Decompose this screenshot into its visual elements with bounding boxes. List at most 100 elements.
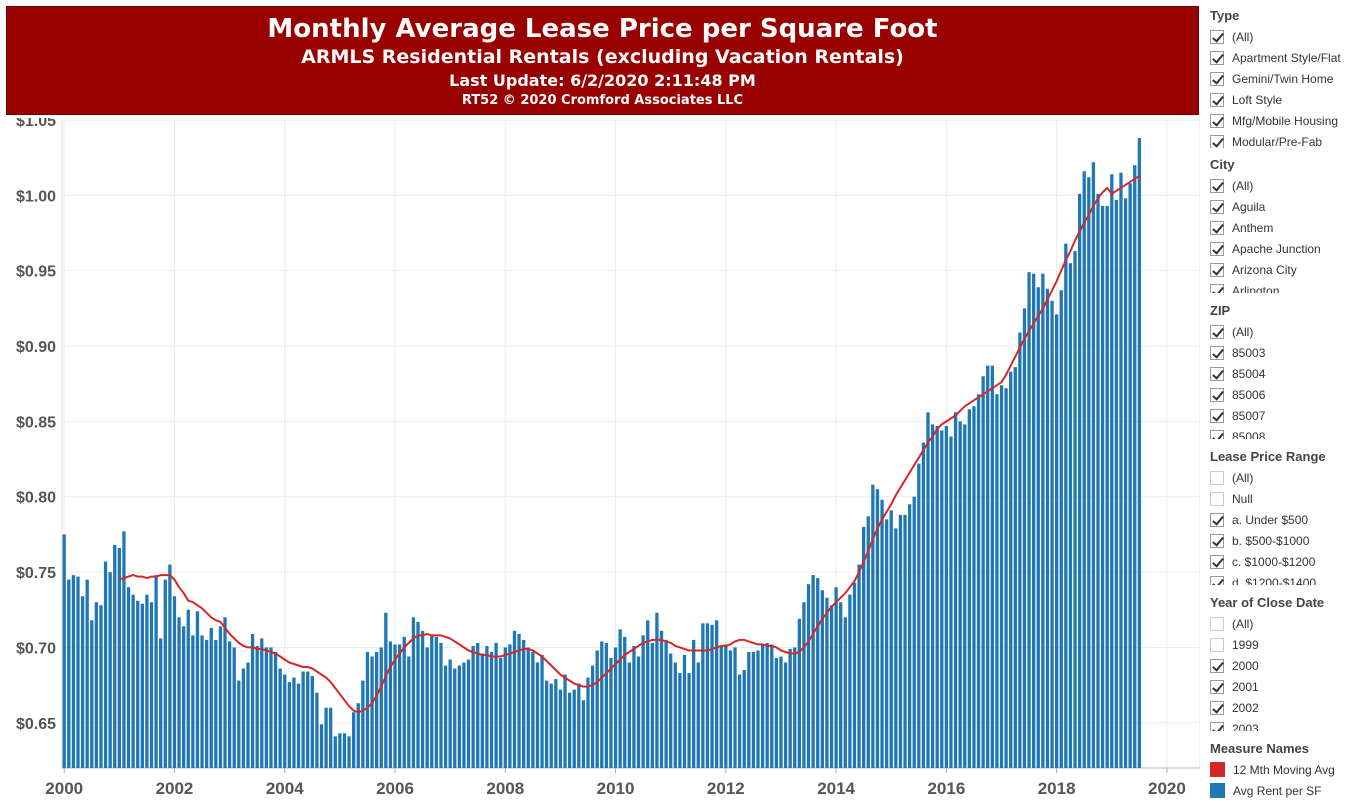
filter-item-label: 2001 [1232, 679, 1259, 694]
bar-avg-rent-per-sf [949, 436, 953, 768]
filter-item-label: Arlington [1232, 283, 1280, 294]
filter-lease-item[interactable]: Null [1210, 488, 1360, 509]
filter-city-item[interactable]: Arizona City [1210, 259, 1360, 280]
filter-type-item[interactable]: Gemini/Twin Home [1210, 68, 1360, 89]
unchecked-checkbox-icon[interactable] [1210, 637, 1224, 652]
bar-avg-rent-per-sf [1087, 177, 1091, 768]
filter-item-label: Aguila [1232, 199, 1266, 214]
bar-avg-rent-per-sf [407, 656, 411, 768]
bar-avg-rent-per-sf [884, 519, 889, 768]
filter-year-item[interactable]: 2002 [1210, 697, 1360, 718]
bar-avg-rent-per-sf [1032, 273, 1036, 768]
filter-city-item[interactable]: Aguila [1210, 196, 1360, 217]
checked-checkbox-icon[interactable] [1210, 113, 1224, 128]
checked-checkbox-icon[interactable] [1210, 283, 1224, 293]
bar-avg-rent-per-sf [728, 650, 733, 768]
filter-zip-item[interactable]: 85003 [1210, 342, 1360, 363]
unchecked-checkbox-icon[interactable] [1210, 491, 1224, 506]
filter-zip-item[interactable]: 85008 [1210, 426, 1360, 439]
filter-type-item[interactable]: (All) [1210, 26, 1360, 47]
checked-checkbox-icon[interactable] [1210, 658, 1224, 673]
filter-year-item[interactable]: 2001 [1210, 676, 1360, 697]
y-tick-label: $0.75 [16, 565, 56, 582]
checked-checkbox-icon[interactable] [1210, 199, 1224, 214]
filter-lease-item[interactable]: d. $1200-$1400 [1210, 572, 1360, 585]
checked-checkbox-icon[interactable] [1210, 575, 1224, 585]
filter-year-item[interactable]: 1999 [1210, 634, 1360, 655]
filter-zip-item[interactable]: 85004 [1210, 363, 1360, 384]
bar-avg-rent-per-sf [379, 647, 383, 768]
checked-checkbox-icon[interactable] [1210, 408, 1224, 423]
bar-avg-rent-per-sf [1114, 199, 1119, 769]
filter-lease-item[interactable]: a. Under $500 [1210, 509, 1360, 530]
checked-checkbox-icon[interactable] [1210, 679, 1224, 694]
filter-panel: Type (All) Apartment Style/Flat Gemini/Twi… [1204, 0, 1365, 809]
bar-avg-rent-per-sf [250, 633, 255, 768]
bar-avg-rent-per-sf [416, 621, 420, 768]
checked-checkbox-icon[interactable] [1210, 512, 1224, 527]
bar-avg-rent-per-sf [829, 605, 834, 768]
filter-zip-item[interactable]: 85007 [1210, 405, 1360, 426]
checked-checkbox-icon[interactable] [1210, 50, 1224, 65]
filter-type-item[interactable]: Modular/Pre-Fab [1210, 131, 1360, 148]
bar-avg-rent-per-sf [241, 668, 246, 768]
checked-checkbox-icon[interactable] [1210, 262, 1224, 277]
bar-avg-rent-per-sf [94, 602, 99, 768]
filter-year-item[interactable]: 2000 [1210, 655, 1360, 676]
filter-type-item[interactable]: Apartment Style/Flat [1210, 47, 1360, 68]
lease-price-chart[interactable]: $0.65 $0.70 $0.75 $0.80 $0.85 $0.90 $0.95 $1.00… [0, 118, 1200, 809]
bar-avg-rent-per-sf [669, 653, 673, 768]
unchecked-checkbox-icon[interactable] [1210, 616, 1224, 631]
checked-checkbox-icon[interactable] [1210, 533, 1224, 548]
checked-checkbox-icon[interactable] [1210, 220, 1224, 235]
filter-city-item[interactable]: (All) [1210, 175, 1360, 196]
filter-lease-item[interactable]: c. $1000-$1200 [1210, 551, 1360, 572]
filter-type-item[interactable]: Loft Style [1210, 89, 1360, 110]
checked-checkbox-icon[interactable] [1210, 345, 1224, 360]
checked-checkbox-icon[interactable] [1210, 554, 1224, 569]
filter-lease-item[interactable]: (All) [1210, 467, 1360, 488]
filter-year-item[interactable]: (All) [1210, 613, 1360, 634]
bar-avg-rent-per-sf [1133, 165, 1137, 769]
checked-checkbox-icon[interactable] [1210, 700, 1224, 715]
x-tick-label: 2010 [597, 779, 635, 798]
bar-avg-rent-per-sf [232, 647, 236, 768]
bar-avg-rent-per-sf [1064, 243, 1068, 768]
bar-avg-rent-per-sf [67, 579, 71, 768]
bar-avg-rent-per-sf [434, 636, 439, 768]
filter-city-item[interactable]: Arlington [1210, 280, 1360, 293]
bar-avg-rent-per-sf [182, 626, 186, 768]
checked-checkbox-icon[interactable] [1210, 29, 1224, 44]
checked-checkbox-icon[interactable] [1210, 366, 1224, 381]
y-tick-label: $0.70 [16, 640, 56, 657]
filter-lease-item[interactable]: b. $500-$1000 [1210, 530, 1360, 551]
bar-avg-rent-per-sf [558, 689, 563, 768]
filter-zip-item[interactable]: (All) [1210, 321, 1360, 342]
bar-avg-rent-per-sf [126, 587, 131, 768]
checked-checkbox-icon[interactable] [1210, 324, 1224, 339]
filter-year-item[interactable]: 2003 [1210, 718, 1360, 731]
legend-item-moving-avg[interactable]: 12 Mth Moving Avg [1210, 759, 1360, 780]
filter-zip-item[interactable]: 85006 [1210, 384, 1360, 405]
unchecked-checkbox-icon[interactable] [1210, 470, 1224, 485]
checked-checkbox-icon[interactable] [1210, 387, 1224, 402]
checked-checkbox-icon[interactable] [1210, 134, 1224, 148]
bar-avg-rent-per-sf [462, 662, 466, 768]
filter-city-item[interactable]: Anthem [1210, 217, 1360, 238]
bar-avg-rent-per-sf [567, 692, 572, 768]
filter-type-item[interactable]: Mfg/Mobile Housing [1210, 110, 1360, 131]
checked-checkbox-icon[interactable] [1210, 178, 1224, 193]
checked-checkbox-icon[interactable] [1210, 241, 1224, 256]
checked-checkbox-icon[interactable] [1210, 71, 1224, 86]
bar-avg-rent-per-sf [1096, 193, 1100, 768]
checked-checkbox-icon[interactable] [1210, 721, 1224, 731]
x-tick-label: 2004 [266, 779, 304, 798]
filter-item-label: Mfg/Mobile Housing [1232, 113, 1339, 128]
filter-item-label: b. $500-$1000 [1232, 533, 1310, 548]
filter-city-item[interactable]: Apache Junction [1210, 238, 1360, 259]
checked-checkbox-icon[interactable] [1210, 429, 1224, 439]
y-tick-label: $0.90 [16, 339, 56, 356]
legend-item-avg-rent[interactable]: Avg Rent per SF [1210, 780, 1360, 801]
checked-checkbox-icon[interactable] [1210, 92, 1224, 107]
bar-avg-rent-per-sf [76, 576, 80, 768]
